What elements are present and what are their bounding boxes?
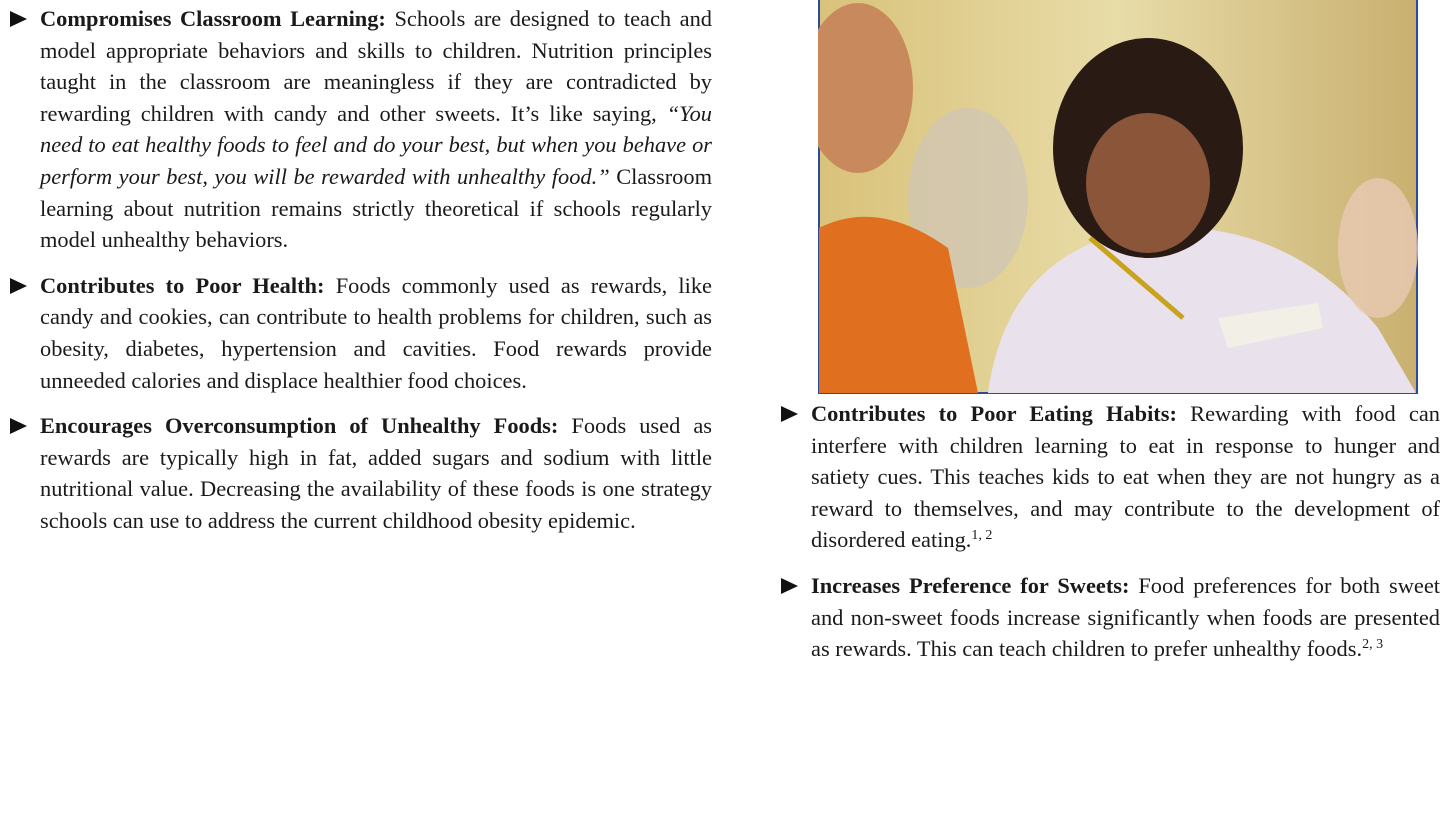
white-shirt	[988, 227, 1416, 393]
bullet-item: Compromises Classroom Learning: Schools …	[8, 3, 712, 256]
bullet-item: Contributes to Poor Health: Foods common…	[8, 270, 712, 396]
orange-shirt	[819, 216, 978, 393]
paper	[1218, 303, 1323, 348]
left-column: Compromises Classroom Learning: Schools …	[8, 3, 712, 551]
reference: 2, 3	[1362, 637, 1384, 653]
item-heading: Compromises Classroom Learning:	[40, 6, 386, 31]
item-text: Rewarding with food can interfere with c…	[811, 401, 1440, 553]
item-heading: Increases Preference for Sweets:	[811, 572, 1130, 598]
girl-face	[1086, 113, 1210, 253]
item-heading: Contributes to Poor Health:	[40, 272, 325, 298]
reference: 1, 2	[971, 528, 993, 544]
item-heading: Encourages Overconsumption of Unhealthy …	[40, 413, 559, 439]
item-text: Foods commonly used as rewards, like can…	[40, 272, 712, 393]
item-heading: Contributes to Poor Eating Habits:	[811, 401, 1177, 426]
bullet-item: Increases Preference for Sweets: Food pr…	[779, 570, 1440, 665]
item-text: Classroom learning about nutrition remai…	[40, 163, 712, 253]
bullet-item: Contributes to Poor Eating Habits: Rewar…	[779, 398, 1440, 556]
photo	[818, 0, 1418, 394]
item-text: Foods used as rewards are typically high…	[40, 413, 712, 533]
item-quote: “You need to eat healthy foods to feel a…	[40, 100, 712, 189]
pencil	[1088, 236, 1185, 320]
right-column: Contributes to Poor Eating Habits: Rewar…	[779, 398, 1440, 679]
bullet-item: Encourages Overconsumption of Unhealthy …	[8, 410, 712, 536]
item-text: Schools are designed to teach and model …	[40, 6, 712, 126]
boy-face	[818, 3, 913, 173]
item-text: Food preferences for both sweet and non-…	[811, 572, 1440, 662]
blurred-child	[1338, 178, 1418, 318]
